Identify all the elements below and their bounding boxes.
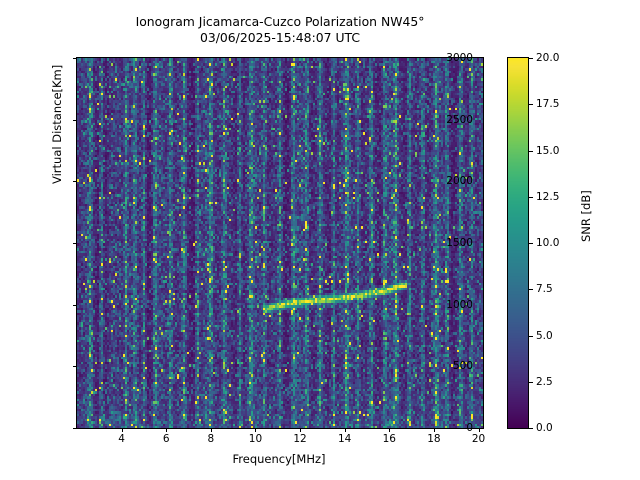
x-tick-label: 18 (427, 433, 441, 445)
y-tick-label: 1500 (446, 237, 473, 249)
x-axis-label: Frequency[MHz] (232, 452, 326, 466)
colorbar-tick-mark (529, 243, 533, 244)
x-tick-label: 14 (338, 433, 352, 445)
y-tick-mark (72, 243, 76, 244)
x-tick-label: 8 (207, 433, 215, 445)
x-tick-mark (389, 428, 391, 432)
colorbar-tick-mark (529, 196, 533, 198)
ionogram-heatmap-canvas (77, 58, 483, 428)
figure-title: Ionogram Jicamarca-Cuzco Polarization NW… (0, 14, 560, 45)
title-line-1: Ionogram Jicamarca-Cuzco Polarization NW… (135, 14, 425, 29)
colorbar-tick-mark (529, 428, 533, 429)
colorbar-tick-mark (529, 381, 533, 383)
y-tick-mark (72, 119, 76, 121)
y-tick-mark (72, 58, 76, 59)
colorbar[interactable]: 0.0 2.5 5.0 7.5 10.0 12.5 15.0 17.5 20.0 (507, 53, 559, 433)
x-tick-mark (166, 428, 168, 432)
x-tick-mark (121, 428, 123, 432)
y-tick-mark (72, 366, 76, 368)
x-tick-label: 10 (248, 433, 263, 445)
colorbar-tick-mark (529, 289, 533, 291)
x-tick-label: 20 (471, 433, 486, 445)
x-tick-label: 16 (382, 433, 396, 445)
colorbar-tick-label: 10.0 (536, 237, 560, 249)
x-tick-mark (255, 428, 257, 432)
colorbar-tick-mark (529, 150, 533, 152)
colorbar-tick-label: 17.5 (536, 98, 560, 111)
colorbar-tick-label: 2.5 (536, 375, 553, 388)
colorbar-tick-label: 0.0 (536, 422, 553, 434)
x-tick-label: 12 (293, 433, 307, 445)
y-axis-label: Virtual Distance[Km] (50, 64, 64, 184)
y-tick-mark (72, 181, 76, 183)
x-tick-mark (478, 428, 480, 432)
y-tick-label: 3000 (446, 52, 473, 64)
y-tick-label: 1000 (446, 298, 473, 311)
x-tick-mark (433, 428, 435, 432)
y-tick-label: 2000 (446, 175, 473, 188)
x-tick-mark (344, 428, 346, 432)
x-tick-label: 6 (162, 433, 170, 445)
y-tick-label: 2500 (446, 113, 473, 126)
x-tick-mark (300, 428, 302, 432)
y-tick-mark (72, 428, 76, 429)
colorbar-tick-label: 7.5 (536, 283, 553, 296)
y-tick-label: 500 (452, 360, 473, 373)
colorbar-tick-label: 15.0 (536, 144, 560, 157)
colorbar-tick-mark (529, 58, 533, 59)
y-tick-mark (72, 304, 76, 306)
x-tick-mark (210, 428, 212, 432)
title-line-2: 03/06/2025-15:48:07 UTC (199, 29, 361, 45)
colorbar-tick-label: 20.0 (536, 52, 560, 64)
colorbar-label: SNR [dB] (579, 190, 593, 242)
colorbar-tick-label: 12.5 (536, 190, 560, 203)
colorbar-gradient (508, 58, 528, 428)
ionogram-plot-area[interactable]: 0 500 1000 1500 2000 2500 3000 4 6 8 10 12 14 16 18 20… (50, 53, 485, 444)
colorbar-tick-mark (529, 104, 533, 106)
colorbar-tick-mark (529, 335, 533, 337)
colorbar-tick-label: 5.0 (536, 329, 553, 342)
x-tick-label: 4 (118, 433, 125, 445)
y-tick-label: 0 (466, 422, 473, 434)
